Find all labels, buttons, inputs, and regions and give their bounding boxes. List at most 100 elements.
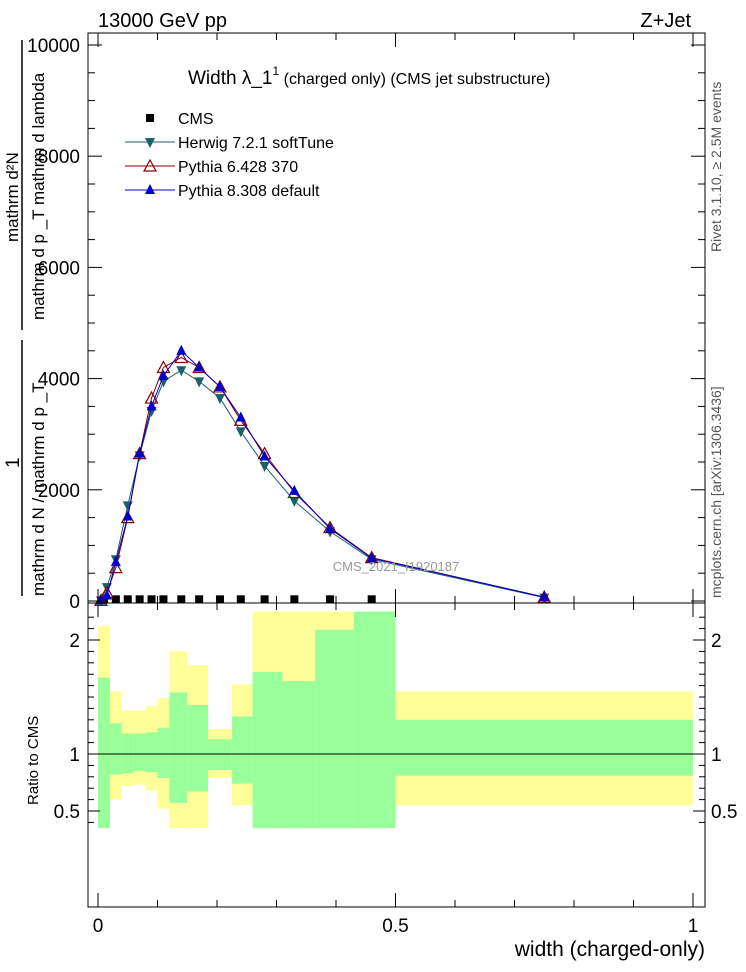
main-plot-title-text: Width λ_1 xyxy=(188,68,272,89)
data-point-herwig-7-2-1-softtune xyxy=(176,366,187,377)
data-point-cms xyxy=(135,595,144,604)
ratio-inner-band-5 xyxy=(157,727,170,778)
ratio-inner-band-14 xyxy=(395,719,693,776)
legend-marker-cms xyxy=(146,114,154,122)
data-point-pythia-8-308-default xyxy=(158,369,169,380)
ratio-inner-band-2 xyxy=(121,733,134,774)
main-plot-title-suffix: (charged only) (CMS jet substructure) xyxy=(279,71,550,88)
data-point-pythia-8-308-default xyxy=(134,447,145,458)
data-point-pythia-8-308-default xyxy=(176,344,187,355)
ratio-plot-frame: 0.5 0.5 1 1 2 2 0 0.5 1 xyxy=(54,602,737,937)
main-ylabel-bottom: mathrm d p _T mathrm d lambda xyxy=(29,72,48,320)
series-line-herwig-7-2-1-softtune xyxy=(100,369,545,601)
main-ylabel-top: mathrm d²N xyxy=(3,152,22,242)
data-point-cms xyxy=(215,595,224,604)
x-tick-label: 0.5 xyxy=(382,916,408,937)
ratio-y-tick-label-left: 2 xyxy=(69,631,80,652)
ratio-inner-band-8 xyxy=(208,739,232,770)
main-y-tick-label: 4000 xyxy=(38,370,80,391)
series-line-pythia-6-428-370 xyxy=(100,356,545,601)
ratio-y-tick-label-right: 0.5 xyxy=(711,802,737,823)
data-point-pythia-8-308-default xyxy=(214,380,225,391)
main-y-tick-label: 10000 xyxy=(27,36,80,57)
main-ylabel-prefix-bottom: mathrm d N / mathrm d p _T xyxy=(29,383,48,597)
data-point-cms xyxy=(367,595,376,604)
data-point-pythia-8-308-default xyxy=(101,589,112,600)
ratio-bands xyxy=(88,611,705,829)
data-point-herwig-7-2-1-softtune xyxy=(158,377,169,388)
rivet-side-text: Rivet 3.1.10, ≥ 2.5M events xyxy=(708,82,724,252)
data-point-cms xyxy=(326,595,335,604)
ratio-inner-band-6 xyxy=(169,692,188,804)
legend-label-herwig-7-2-1-softtune: Herwig 7.2.1 softTune xyxy=(178,135,334,152)
data-point-pythia-6-428-370 xyxy=(108,560,123,574)
data-point-pythia-6-428-370 xyxy=(174,350,189,364)
main-plot-area xyxy=(93,344,552,607)
data-point-pythia-8-308-default xyxy=(366,552,377,563)
ratio-inner-band-12 xyxy=(315,629,354,829)
ratio-y-tick-label-left: 0.5 xyxy=(54,802,80,823)
data-point-cms xyxy=(195,595,204,604)
data-point-cms xyxy=(236,595,245,604)
mcplots-side-text: mcplots.cern.ch [arXiv:1306.3436] xyxy=(708,386,724,598)
data-point-herwig-7-2-1-softtune xyxy=(194,377,205,388)
analysis-watermark: CMS_2021_I1920187 xyxy=(333,559,460,574)
legend: CMS Herwig 7.2.1 softTune Pythia 6.428 370… xyxy=(125,111,334,200)
legend-label-cms: CMS xyxy=(178,111,214,128)
data-point-pythia-8-308-default xyxy=(235,411,246,422)
data-point-cms xyxy=(260,595,269,604)
data-point-pythia-8-308-default xyxy=(194,361,205,372)
x-tick-label: 1 xyxy=(688,916,699,937)
data-point-cms xyxy=(290,595,299,604)
data-point-pythia-6-428-370 xyxy=(212,379,227,393)
data-point-herwig-7-2-1-softtune xyxy=(259,461,270,472)
x-axis-label: width (charged-only) xyxy=(514,938,705,961)
series-line-pythia-8-308-default xyxy=(100,350,545,601)
main-ylabel-prefix-top: 1 xyxy=(3,457,24,468)
ratio-inner-band-7 xyxy=(187,704,209,792)
ratio-frame-border xyxy=(87,602,706,908)
main-plot-frame: 0 2000 4000 6000 8000 10000 xyxy=(27,32,706,613)
legend-marker-pythia-8-308-default xyxy=(145,184,155,194)
ratio-y-tick-label-right: 2 xyxy=(711,631,722,652)
data-point-herwig-7-2-1-softtune xyxy=(214,394,225,405)
main-y-tick-label: 2000 xyxy=(38,481,80,502)
data-point-herwig-7-2-1-softtune xyxy=(289,496,300,507)
data-point-pythia-6-428-370 xyxy=(192,360,207,374)
legend-marker-herwig-7-2-1-softtune xyxy=(145,138,155,148)
data-point-pythia-8-308-default xyxy=(539,591,550,602)
data-point-pythia-6-428-370 xyxy=(132,446,147,460)
data-point-pythia-6-428-370 xyxy=(364,550,379,564)
header-right-text: Z+Jet xyxy=(640,10,691,32)
main-y-tick-label: 0 xyxy=(69,592,80,613)
ratio-y-axis-label: Ratio to CMS xyxy=(25,716,42,805)
data-point-cms xyxy=(147,595,156,604)
data-point-cms xyxy=(159,595,168,604)
header-left-text: 13000 GeV pp xyxy=(98,10,227,32)
data-point-herwig-7-2-1-softtune xyxy=(122,501,133,512)
ratio-inner-band-3 xyxy=(133,733,146,772)
ratio-y-tick-label-right: 1 xyxy=(711,745,722,766)
ratio-y-tick-label-left: 1 xyxy=(69,745,80,766)
ratio-inner-band-9 xyxy=(231,716,253,784)
legend-label-pythia-8-308-default: Pythia 8.308 default xyxy=(178,183,320,200)
data-point-herwig-7-2-1-softtune xyxy=(235,427,246,438)
data-point-pythia-8-308-default xyxy=(325,522,336,533)
data-point-cms xyxy=(123,595,132,604)
data-point-cms xyxy=(111,595,120,604)
data-point-pythia-8-308-default xyxy=(146,400,157,411)
ratio-inner-band-13 xyxy=(353,611,396,829)
legend-marker-pythia-6-428-370 xyxy=(142,158,158,172)
ratio-inner-band-10 xyxy=(252,671,283,829)
ratio-inner-band-1 xyxy=(109,723,122,775)
data-point-cms xyxy=(177,595,186,604)
main-y-tick-label: 6000 xyxy=(38,258,80,279)
data-point-pythia-8-308-default xyxy=(110,556,121,567)
legend-label-pythia-6-428-370: Pythia 6.428 370 xyxy=(178,159,298,176)
main-plot-title-sup: 1 xyxy=(272,64,279,78)
data-point-pythia-8-308-default xyxy=(122,510,133,521)
ratio-inner-band-0 xyxy=(98,677,110,829)
main-plot-title: Width λ_11 (charged only) (CMS jet subst… xyxy=(188,64,550,89)
data-point-pythia-8-308-default xyxy=(259,450,270,461)
